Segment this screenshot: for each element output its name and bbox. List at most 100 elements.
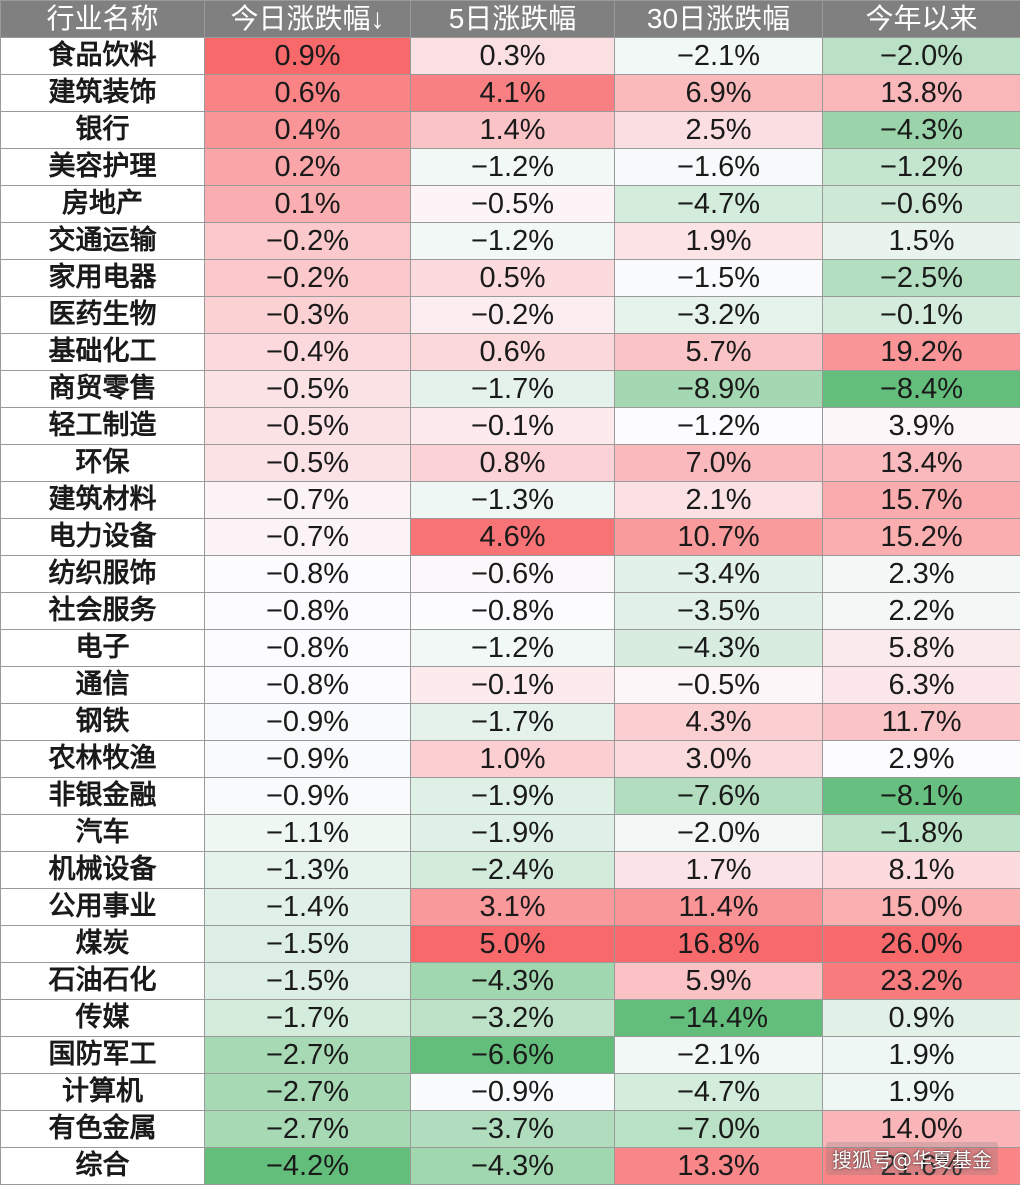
industry-name-cell: 医药生物 [0, 296, 205, 334]
thirty-day-change-cell: 11.4% [614, 888, 823, 926]
table-row[interactable]: 社会服务 −0.8% −0.8% −3.5% 2.2% [0, 592, 1020, 630]
header-30day-change[interactable]: 30日涨跌幅 [614, 0, 823, 38]
today-change-cell: 0.1% [204, 185, 411, 223]
table-row[interactable]: 医药生物 −0.3% −0.2% −3.2% −0.1% [0, 296, 1020, 334]
five-day-change-cell: −1.7% [410, 703, 615, 741]
ytd-change-cell: −8.1% [822, 777, 1020, 815]
industry-name-cell: 家用电器 [0, 259, 205, 297]
thirty-day-change-cell: 7.0% [614, 444, 823, 482]
table-row[interactable]: 计算机 −2.7% −0.9% −4.7% 1.9% [0, 1073, 1020, 1111]
table-row[interactable]: 基础化工 −0.4% 0.6% 5.7% 19.2% [0, 333, 1020, 371]
five-day-change-cell: −1.9% [410, 814, 615, 852]
five-day-change-cell: −3.7% [410, 1110, 615, 1148]
industry-name-cell: 建筑材料 [0, 481, 205, 519]
table-row[interactable]: 建筑材料 −0.7% −1.3% 2.1% 15.7% [0, 481, 1020, 519]
header-row: 行业名称 今日涨跌幅↓ 5日涨跌幅 30日涨跌幅 今年以来 [0, 0, 1020, 38]
thirty-day-change-cell: −14.4% [614, 999, 823, 1037]
five-day-change-cell: 3.1% [410, 888, 615, 926]
industry-name-cell: 食品饮料 [0, 37, 205, 75]
ytd-change-cell: −1.2% [822, 148, 1020, 186]
table-row[interactable]: 煤炭 −1.5% 5.0% 16.8% 26.0% [0, 925, 1020, 963]
today-change-cell: −0.7% [204, 518, 411, 556]
today-change-cell: −0.5% [204, 370, 411, 408]
header-industry-name[interactable]: 行业名称 [0, 0, 205, 38]
industry-name-cell: 房地产 [0, 185, 205, 223]
ytd-change-cell: 13.8% [822, 74, 1020, 112]
today-change-cell: −1.3% [204, 851, 411, 889]
ytd-change-cell: 15.0% [822, 888, 1020, 926]
ytd-change-cell: 5.8% [822, 629, 1020, 667]
today-change-cell: −0.2% [204, 259, 411, 297]
five-day-change-cell: −6.6% [410, 1036, 615, 1074]
table-row[interactable]: 商贸零售 −0.5% −1.7% −8.9% −8.4% [0, 370, 1020, 408]
table-row[interactable]: 非银金融 −0.9% −1.9% −7.6% −8.1% [0, 777, 1020, 815]
thirty-day-change-cell: −1.5% [614, 259, 823, 297]
industry-name-cell: 商贸零售 [0, 370, 205, 408]
ytd-change-cell: 15.2% [822, 518, 1020, 556]
today-change-cell: 0.9% [204, 37, 411, 75]
today-change-cell: −0.8% [204, 592, 411, 630]
table-row[interactable]: 钢铁 −0.9% −1.7% 4.3% 11.7% [0, 703, 1020, 741]
industry-name-cell: 建筑装饰 [0, 74, 205, 112]
table-row[interactable]: 电子 −0.8% −1.2% −4.3% 5.8% [0, 629, 1020, 667]
ytd-change-cell: 2.3% [822, 555, 1020, 593]
table-row[interactable]: 美容护理 0.2% −1.2% −1.6% −1.2% [0, 148, 1020, 186]
table-row[interactable]: 国防军工 −2.7% −6.6% −2.1% 1.9% [0, 1036, 1020, 1074]
table-row[interactable]: 银行 0.4% 1.4% 2.5% −4.3% [0, 111, 1020, 149]
five-day-change-cell: 1.0% [410, 740, 615, 778]
thirty-day-change-cell: 16.8% [614, 925, 823, 963]
header-5day-change[interactable]: 5日涨跌幅 [410, 0, 615, 38]
today-change-cell: −0.4% [204, 333, 411, 371]
table-row[interactable]: 石油石化 −1.5% −4.3% 5.9% 23.2% [0, 962, 1020, 1000]
today-change-cell: −4.2% [204, 1147, 411, 1185]
thirty-day-change-cell: −3.4% [614, 555, 823, 593]
thirty-day-change-cell: −4.7% [614, 185, 823, 223]
table-row[interactable]: 环保 −0.5% 0.8% 7.0% 13.4% [0, 444, 1020, 482]
table-row[interactable]: 通信 −0.8% −0.1% −0.5% 6.3% [0, 666, 1020, 704]
industry-name-cell: 银行 [0, 111, 205, 149]
today-change-cell: −0.3% [204, 296, 411, 334]
table-row[interactable]: 建筑装饰 0.6% 4.1% 6.9% 13.8% [0, 74, 1020, 112]
table-row[interactable]: 机械设备 −1.3% −2.4% 1.7% 8.1% [0, 851, 1020, 889]
table-row[interactable]: 有色金属 −2.7% −3.7% −7.0% 14.0% [0, 1110, 1020, 1148]
ytd-change-cell: 15.7% [822, 481, 1020, 519]
today-change-cell: −2.7% [204, 1036, 411, 1074]
ytd-change-cell: 3.9% [822, 407, 1020, 445]
today-change-cell: −1.5% [204, 962, 411, 1000]
five-day-change-cell: 4.6% [410, 518, 615, 556]
table-row[interactable]: 综合 −4.2% −4.3% 13.3% 21.6% [0, 1147, 1020, 1185]
industry-name-cell: 非银金融 [0, 777, 205, 815]
thirty-day-change-cell: −7.0% [614, 1110, 823, 1148]
table-row[interactable]: 食品饮料 0.9% 0.3% −2.1% −2.0% [0, 37, 1020, 75]
ytd-change-cell: 26.0% [822, 925, 1020, 963]
today-change-cell: −1.5% [204, 925, 411, 963]
ytd-change-cell: 1.5% [822, 222, 1020, 260]
table-row[interactable]: 家用电器 −0.2% 0.5% −1.5% −2.5% [0, 259, 1020, 297]
industry-name-cell: 电子 [0, 629, 205, 667]
table-row[interactable]: 农林牧渔 −0.9% 1.0% 3.0% 2.9% [0, 740, 1020, 778]
table-row[interactable]: 电力设备 −0.7% 4.6% 10.7% 15.2% [0, 518, 1020, 556]
today-change-cell: −0.8% [204, 666, 411, 704]
industry-name-cell: 钢铁 [0, 703, 205, 741]
table-row[interactable]: 公用事业 −1.4% 3.1% 11.4% 15.0% [0, 888, 1020, 926]
industry-name-cell: 环保 [0, 444, 205, 482]
five-day-change-cell: −0.9% [410, 1073, 615, 1111]
ytd-change-cell: −0.6% [822, 185, 1020, 223]
header-today-change[interactable]: 今日涨跌幅↓ [204, 0, 411, 38]
header-ytd-change[interactable]: 今年以来 [822, 0, 1020, 38]
today-change-cell: −0.2% [204, 222, 411, 260]
ytd-change-cell: 2.2% [822, 592, 1020, 630]
five-day-change-cell: 0.8% [410, 444, 615, 482]
table-row[interactable]: 交通运输 −0.2% −1.2% 1.9% 1.5% [0, 222, 1020, 260]
today-change-cell: 0.6% [204, 74, 411, 112]
table-row[interactable]: 房地产 0.1% −0.5% −4.7% −0.6% [0, 185, 1020, 223]
industry-name-cell: 传媒 [0, 999, 205, 1037]
table-row[interactable]: 轻工制造 −0.5% −0.1% −1.2% 3.9% [0, 407, 1020, 445]
thirty-day-change-cell: −1.2% [614, 407, 823, 445]
table-row[interactable]: 纺织服饰 −0.8% −0.6% −3.4% 2.3% [0, 555, 1020, 593]
table-row[interactable]: 传媒 −1.7% −3.2% −14.4% 0.9% [0, 999, 1020, 1037]
industry-name-cell: 机械设备 [0, 851, 205, 889]
table-row[interactable]: 汽车 −1.1% −1.9% −2.0% −1.8% [0, 814, 1020, 852]
